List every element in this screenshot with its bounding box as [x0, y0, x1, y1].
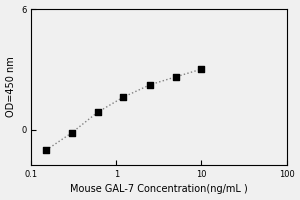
Point [70, 131, 74, 134]
Point [148, 83, 153, 86]
Y-axis label: OD=450 nm: OD=450 nm [6, 57, 16, 117]
Point [121, 96, 126, 99]
Point [173, 75, 178, 78]
Point [44, 148, 49, 152]
X-axis label: Mouse GAL-7 Concentration(ng/mL ): Mouse GAL-7 Concentration(ng/mL ) [70, 184, 248, 194]
Point [95, 111, 100, 114]
Point [199, 68, 204, 71]
